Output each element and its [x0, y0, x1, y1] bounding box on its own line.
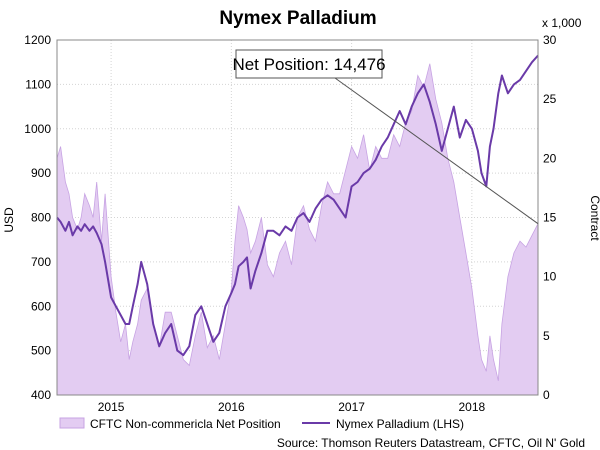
left-axis-tick-label: 500 — [31, 344, 51, 358]
left-axis-title: USD — [2, 207, 16, 233]
x-axis-tick-label: 2016 — [218, 400, 245, 414]
right-axis-tick-label: 30 — [543, 33, 557, 47]
plot-frame — [56, 39, 539, 396]
x-axis-tick-label: 2015 — [98, 400, 125, 414]
annotation-text: Net Position: 14,476 — [232, 55, 385, 74]
left-axis-tick-label: 600 — [31, 299, 51, 313]
right-axis-tick-label: 0 — [543, 388, 550, 402]
left-axis-tick-label: 1100 — [25, 77, 51, 91]
annotation-leader-line — [334, 77, 539, 225]
right-axis-multiplier: x 1,000 — [542, 16, 582, 30]
x-axis-tick-label: 2018 — [459, 400, 486, 414]
legend-line-label: Nymex Palladium (LHS) — [336, 417, 464, 431]
net-position-area-series — [56, 63, 539, 396]
left-axis-tick-label: 400 — [31, 388, 51, 402]
right-axis-tick-label: 10 — [543, 270, 557, 284]
net-position-area — [56, 63, 539, 396]
chart-title: Nymex Palladium — [219, 8, 376, 29]
right-axis-ticks: 0 5 10 15 20 25 30 — [543, 33, 557, 402]
palladium-price-line — [56, 54, 539, 357]
legend: CFTC Non-commericla Net Position Nymex P… — [59, 417, 464, 431]
right-axis-tick-label: 20 — [543, 151, 557, 165]
left-axis-ticks: 400 500 600 700 800 900 1000 1100 1200 — [24, 33, 51, 402]
x-axis-tick-label: 2017 — [338, 400, 365, 414]
palladium-price-line-series — [56, 54, 539, 357]
x-axis-ticks: 2015 2016 2017 2018 — [98, 400, 486, 414]
legend-area-swatch — [59, 417, 85, 429]
left-axis-tick-label: 1000 — [24, 122, 51, 136]
left-axis-tick-label: 1200 — [24, 33, 51, 47]
legend-area-label: CFTC Non-commericla Net Position — [90, 417, 281, 431]
right-axis-tick-label: 15 — [543, 211, 557, 225]
left-axis-tick-label: 800 — [31, 211, 51, 225]
source-note: Source: Thomson Reuters Datastream, CFTC… — [277, 436, 585, 450]
right-axis-tick-label: 5 — [543, 329, 550, 343]
right-axis-title: Contract — [588, 195, 600, 241]
right-axis-tick-label: 25 — [543, 92, 557, 106]
annotation-box — [235, 49, 383, 79]
left-axis-tick-label: 700 — [31, 255, 51, 269]
left-axis-tick-label: 900 — [31, 166, 51, 180]
